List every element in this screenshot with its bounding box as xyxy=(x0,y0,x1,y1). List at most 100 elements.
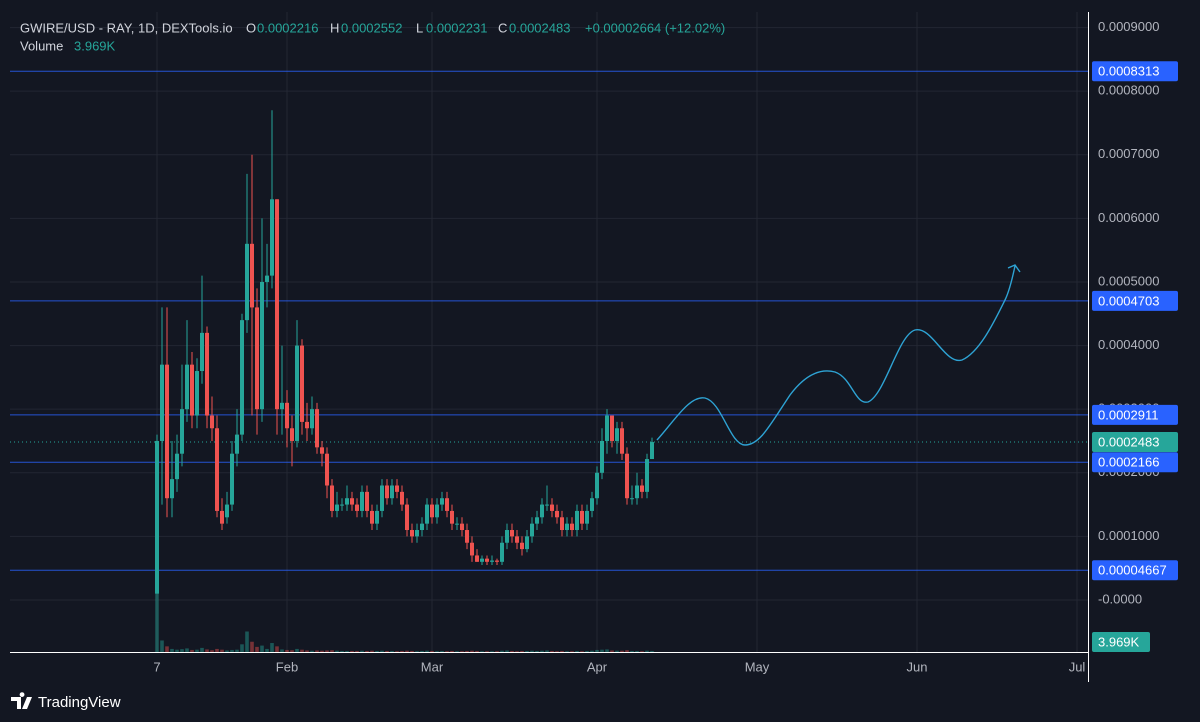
drawing-curve xyxy=(656,264,1021,446)
candle-body xyxy=(395,485,399,492)
candle-body xyxy=(370,510,374,524)
candle-body xyxy=(565,523,569,531)
y-tick-label: 0.0001000 xyxy=(1098,528,1159,543)
volume-bar xyxy=(305,650,309,652)
x-tick-label: May xyxy=(745,659,770,674)
volume-bar xyxy=(565,651,569,652)
candle-body xyxy=(225,504,229,518)
volume-bar xyxy=(620,650,624,652)
brand[interactable]: TradingView xyxy=(38,694,121,711)
volume-bar xyxy=(380,650,384,652)
candle-body xyxy=(500,542,504,562)
candle-body xyxy=(460,523,464,531)
volume-bar xyxy=(280,649,284,652)
candle-body xyxy=(435,504,439,518)
volume-bar xyxy=(260,645,264,652)
volume-bar xyxy=(535,650,539,652)
volume-bar xyxy=(540,650,544,652)
candle-body xyxy=(520,542,524,550)
candle-body xyxy=(245,243,249,321)
candle-body xyxy=(210,415,214,429)
volume-bar xyxy=(390,650,394,652)
logo[interactable] xyxy=(11,692,32,709)
y-tick-label: 0.0009000 xyxy=(1098,19,1159,34)
volume-bar xyxy=(205,649,209,652)
candle-body xyxy=(515,536,519,543)
volume-bar xyxy=(575,650,579,652)
volume-bar xyxy=(355,650,359,652)
volume-bar xyxy=(555,651,559,652)
volume-bar xyxy=(295,648,299,652)
volume-bar xyxy=(345,650,349,652)
x-tick-label: Apr xyxy=(587,659,608,674)
candle-body xyxy=(170,479,174,499)
candle-body xyxy=(250,243,254,308)
candle-body xyxy=(440,498,444,505)
volume-bar xyxy=(530,650,534,652)
volume-bar xyxy=(210,650,214,652)
ohlc-key: L xyxy=(416,20,423,35)
volume-bar xyxy=(405,650,409,652)
volume-bar xyxy=(490,651,494,652)
volume-bar xyxy=(290,650,294,652)
candle-body xyxy=(620,428,624,454)
candle-body xyxy=(275,199,279,410)
candle-body xyxy=(220,510,224,524)
volume-bar xyxy=(495,651,499,652)
candle-body xyxy=(465,530,469,543)
candle-body xyxy=(335,504,339,511)
candle-body xyxy=(495,560,499,562)
candle-body xyxy=(425,504,429,524)
candle-body xyxy=(560,517,564,531)
volume-bar xyxy=(550,650,554,652)
candle-body xyxy=(305,421,309,429)
volume-bar xyxy=(625,650,629,652)
y-tick-label: 0.0006000 xyxy=(1098,210,1159,225)
candle-body xyxy=(160,364,164,441)
candle-body xyxy=(430,504,434,518)
candle-body xyxy=(270,199,274,276)
grid xyxy=(10,12,1088,652)
candle-body xyxy=(405,504,409,531)
price-label: 0.0002166 xyxy=(1098,455,1159,470)
volume-bar xyxy=(465,650,469,652)
volume-pane xyxy=(155,570,654,652)
volume-label: 3.969K xyxy=(1098,634,1140,649)
volume-bar xyxy=(195,649,199,652)
candle-body xyxy=(575,510,579,531)
volume-bar xyxy=(505,650,509,652)
candle-body xyxy=(345,498,349,505)
ohlc-key: O xyxy=(246,20,256,35)
candle-body xyxy=(205,332,209,416)
candle-body xyxy=(180,409,184,454)
volume-bar xyxy=(610,650,614,652)
volume-bar xyxy=(630,650,634,652)
candle-body xyxy=(445,498,449,511)
price-axis: -0.00000.00010000.00020000.00030000.0004… xyxy=(153,19,1178,674)
candle-body xyxy=(640,485,644,492)
x-tick-label: 7 xyxy=(153,659,160,674)
volume-bar xyxy=(500,650,504,652)
volume-bar xyxy=(560,650,564,652)
volume-bar xyxy=(480,651,484,652)
candle-body xyxy=(230,453,234,505)
candle-body xyxy=(605,415,609,441)
volume-bar xyxy=(225,650,229,652)
candle-body xyxy=(355,504,359,511)
price-label-box xyxy=(1092,452,1178,473)
volume-bar xyxy=(445,651,449,652)
volume-bar xyxy=(520,650,524,652)
volume-bar xyxy=(385,650,389,652)
volume-bar xyxy=(285,649,289,652)
candle-body xyxy=(280,402,284,410)
volume-bar xyxy=(340,650,344,652)
candle-body xyxy=(450,510,454,524)
volume-bar xyxy=(335,650,339,652)
candle-body xyxy=(155,440,159,594)
ohlc-key: H xyxy=(330,20,339,35)
candle-body xyxy=(545,504,549,506)
symbol-title: GWIRE/USD - RAY, 1D, DEXTools.io xyxy=(20,20,233,35)
candle-body xyxy=(165,364,169,499)
ohlc-value: 0.0002231 xyxy=(426,20,487,35)
